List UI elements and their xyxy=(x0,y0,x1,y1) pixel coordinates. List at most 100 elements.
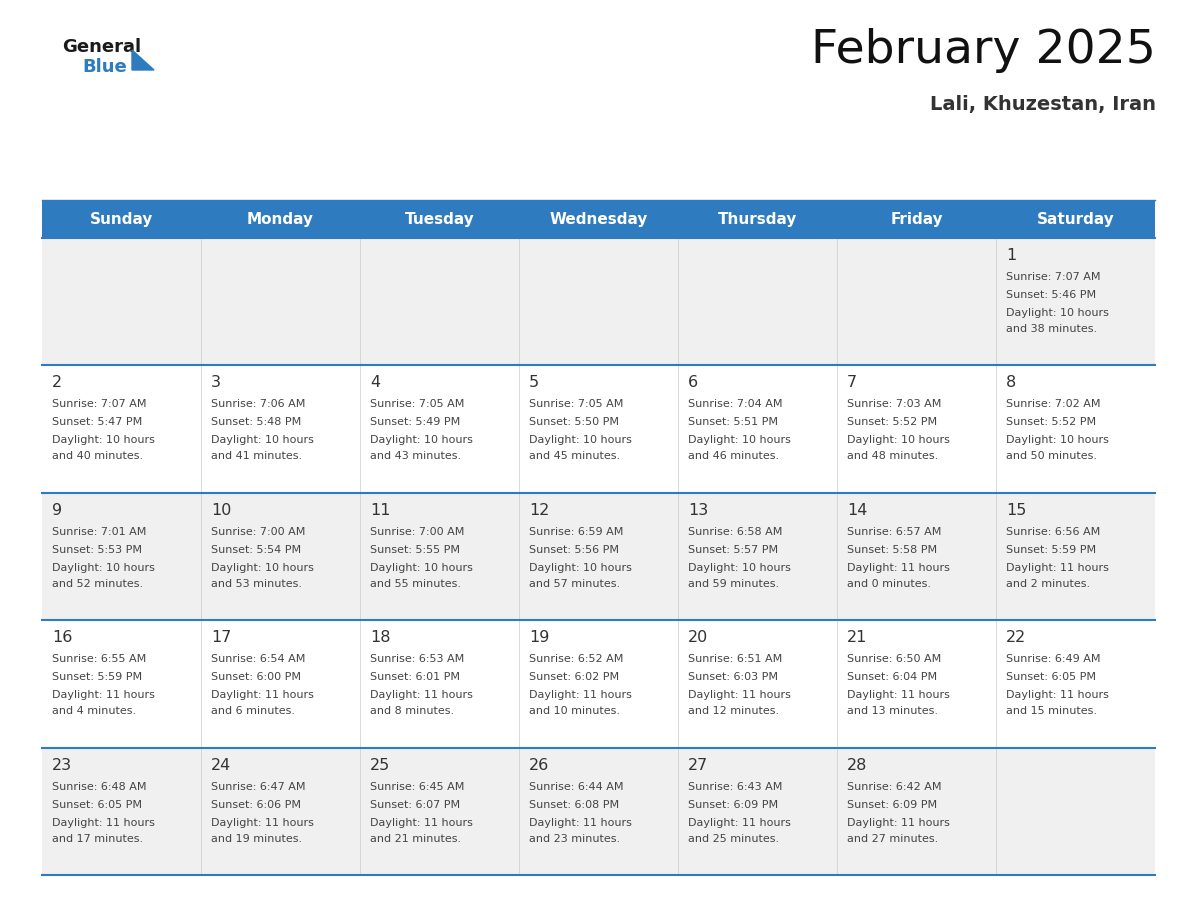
Text: 28: 28 xyxy=(847,757,867,773)
Text: Daylight: 10 hours: Daylight: 10 hours xyxy=(1006,435,1108,445)
Text: Sunset: 5:59 PM: Sunset: 5:59 PM xyxy=(1006,544,1097,554)
Text: and 53 minutes.: and 53 minutes. xyxy=(211,579,302,588)
Text: Sunset: 6:00 PM: Sunset: 6:00 PM xyxy=(211,672,301,682)
Text: Daylight: 11 hours: Daylight: 11 hours xyxy=(847,818,950,828)
Text: Sunset: 5:52 PM: Sunset: 5:52 PM xyxy=(1006,418,1097,428)
Text: 17: 17 xyxy=(211,630,232,645)
Text: 21: 21 xyxy=(847,630,867,645)
Text: Sunset: 6:09 PM: Sunset: 6:09 PM xyxy=(688,800,778,810)
Text: Sunset: 6:05 PM: Sunset: 6:05 PM xyxy=(1006,672,1097,682)
Text: Sunrise: 7:00 AM: Sunrise: 7:00 AM xyxy=(211,527,305,537)
Text: and 27 minutes.: and 27 minutes. xyxy=(847,834,939,844)
Text: Sunrise: 7:04 AM: Sunrise: 7:04 AM xyxy=(688,399,783,409)
Text: and 6 minutes.: and 6 minutes. xyxy=(211,706,295,716)
Bar xyxy=(42,493,1155,621)
Text: Daylight: 11 hours: Daylight: 11 hours xyxy=(529,818,632,828)
Text: 16: 16 xyxy=(52,630,72,645)
Text: 12: 12 xyxy=(529,503,549,518)
Text: 9: 9 xyxy=(52,503,62,518)
Text: Tuesday: Tuesday xyxy=(405,211,474,227)
Text: and 17 minutes.: and 17 minutes. xyxy=(52,834,143,844)
Text: Sunrise: 6:43 AM: Sunrise: 6:43 AM xyxy=(688,781,783,791)
Text: 10: 10 xyxy=(211,503,232,518)
Text: 2: 2 xyxy=(52,375,62,390)
Text: Daylight: 10 hours: Daylight: 10 hours xyxy=(211,563,314,573)
Text: Sunrise: 6:59 AM: Sunrise: 6:59 AM xyxy=(529,527,624,537)
Text: Saturday: Saturday xyxy=(1037,211,1114,227)
Text: February 2025: February 2025 xyxy=(811,28,1156,73)
Text: Daylight: 10 hours: Daylight: 10 hours xyxy=(369,435,473,445)
Text: Sunset: 6:05 PM: Sunset: 6:05 PM xyxy=(52,800,143,810)
Text: 25: 25 xyxy=(369,757,390,773)
Text: Sunrise: 7:06 AM: Sunrise: 7:06 AM xyxy=(211,399,305,409)
Text: 23: 23 xyxy=(52,757,72,773)
Text: Sunset: 6:09 PM: Sunset: 6:09 PM xyxy=(847,800,937,810)
Text: Sunset: 6:08 PM: Sunset: 6:08 PM xyxy=(529,800,619,810)
Text: 3: 3 xyxy=(211,375,221,390)
Text: Sunrise: 6:45 AM: Sunrise: 6:45 AM xyxy=(369,781,465,791)
Text: 22: 22 xyxy=(1006,630,1026,645)
Text: Sunrise: 6:42 AM: Sunrise: 6:42 AM xyxy=(847,781,942,791)
Text: and 43 minutes.: and 43 minutes. xyxy=(369,452,461,462)
Text: and 4 minutes.: and 4 minutes. xyxy=(52,706,137,716)
Text: Daylight: 11 hours: Daylight: 11 hours xyxy=(211,818,314,828)
Text: and 0 minutes.: and 0 minutes. xyxy=(847,579,931,588)
Text: Daylight: 11 hours: Daylight: 11 hours xyxy=(369,690,473,700)
Text: Sunset: 5:47 PM: Sunset: 5:47 PM xyxy=(52,418,143,428)
Bar xyxy=(42,621,1155,747)
Text: and 48 minutes.: and 48 minutes. xyxy=(847,452,939,462)
Text: 4: 4 xyxy=(369,375,380,390)
Text: Sunset: 6:03 PM: Sunset: 6:03 PM xyxy=(688,672,778,682)
Text: and 52 minutes.: and 52 minutes. xyxy=(52,579,143,588)
Text: Sunrise: 6:55 AM: Sunrise: 6:55 AM xyxy=(52,655,146,665)
Text: 13: 13 xyxy=(688,503,708,518)
Text: and 50 minutes.: and 50 minutes. xyxy=(1006,452,1097,462)
Text: and 8 minutes.: and 8 minutes. xyxy=(369,706,454,716)
Text: Daylight: 10 hours: Daylight: 10 hours xyxy=(529,435,632,445)
Text: Sunrise: 7:05 AM: Sunrise: 7:05 AM xyxy=(529,399,624,409)
Text: Sunset: 5:50 PM: Sunset: 5:50 PM xyxy=(529,418,619,428)
Text: Sunset: 5:53 PM: Sunset: 5:53 PM xyxy=(52,544,143,554)
Text: Sunset: 5:56 PM: Sunset: 5:56 PM xyxy=(529,544,619,554)
Text: Daylight: 11 hours: Daylight: 11 hours xyxy=(1006,690,1108,700)
Text: and 25 minutes.: and 25 minutes. xyxy=(688,834,779,844)
Text: Sunset: 5:48 PM: Sunset: 5:48 PM xyxy=(211,418,302,428)
Text: Daylight: 11 hours: Daylight: 11 hours xyxy=(688,690,791,700)
Text: 19: 19 xyxy=(529,630,549,645)
Text: Sunrise: 7:05 AM: Sunrise: 7:05 AM xyxy=(369,399,465,409)
Bar xyxy=(42,747,1155,875)
Text: Sunset: 5:46 PM: Sunset: 5:46 PM xyxy=(1006,290,1097,300)
Text: Sunrise: 6:56 AM: Sunrise: 6:56 AM xyxy=(1006,527,1100,537)
Text: Sunrise: 6:57 AM: Sunrise: 6:57 AM xyxy=(847,527,941,537)
Text: and 21 minutes.: and 21 minutes. xyxy=(369,834,461,844)
Text: Blue: Blue xyxy=(82,58,127,76)
Text: Sunrise: 7:07 AM: Sunrise: 7:07 AM xyxy=(52,399,146,409)
Text: Sunrise: 7:01 AM: Sunrise: 7:01 AM xyxy=(52,527,146,537)
Text: Sunrise: 6:52 AM: Sunrise: 6:52 AM xyxy=(529,655,624,665)
Text: Daylight: 10 hours: Daylight: 10 hours xyxy=(369,563,473,573)
Text: Daylight: 10 hours: Daylight: 10 hours xyxy=(1006,308,1108,318)
Text: 5: 5 xyxy=(529,375,539,390)
Text: Sunrise: 6:49 AM: Sunrise: 6:49 AM xyxy=(1006,655,1100,665)
Text: and 40 minutes.: and 40 minutes. xyxy=(52,452,143,462)
Text: Sunday: Sunday xyxy=(90,211,153,227)
Text: Sunset: 6:02 PM: Sunset: 6:02 PM xyxy=(529,672,619,682)
Text: Sunrise: 6:50 AM: Sunrise: 6:50 AM xyxy=(847,655,941,665)
Text: Sunrise: 6:48 AM: Sunrise: 6:48 AM xyxy=(52,781,146,791)
Text: Daylight: 10 hours: Daylight: 10 hours xyxy=(211,435,314,445)
Text: Daylight: 10 hours: Daylight: 10 hours xyxy=(688,563,791,573)
Text: Sunset: 5:49 PM: Sunset: 5:49 PM xyxy=(369,418,460,428)
Text: Sunrise: 7:07 AM: Sunrise: 7:07 AM xyxy=(1006,272,1100,282)
Polygon shape xyxy=(132,50,154,70)
Text: and 38 minutes.: and 38 minutes. xyxy=(1006,324,1098,334)
Text: Daylight: 10 hours: Daylight: 10 hours xyxy=(688,435,791,445)
Text: General: General xyxy=(62,38,141,56)
Text: Sunset: 5:52 PM: Sunset: 5:52 PM xyxy=(847,418,937,428)
Text: 7: 7 xyxy=(847,375,857,390)
Text: Sunset: 5:55 PM: Sunset: 5:55 PM xyxy=(369,544,460,554)
Text: Daylight: 10 hours: Daylight: 10 hours xyxy=(847,435,950,445)
Text: 8: 8 xyxy=(1006,375,1016,390)
Text: and 46 minutes.: and 46 minutes. xyxy=(688,452,779,462)
Text: Daylight: 11 hours: Daylight: 11 hours xyxy=(847,690,950,700)
Text: and 55 minutes.: and 55 minutes. xyxy=(369,579,461,588)
